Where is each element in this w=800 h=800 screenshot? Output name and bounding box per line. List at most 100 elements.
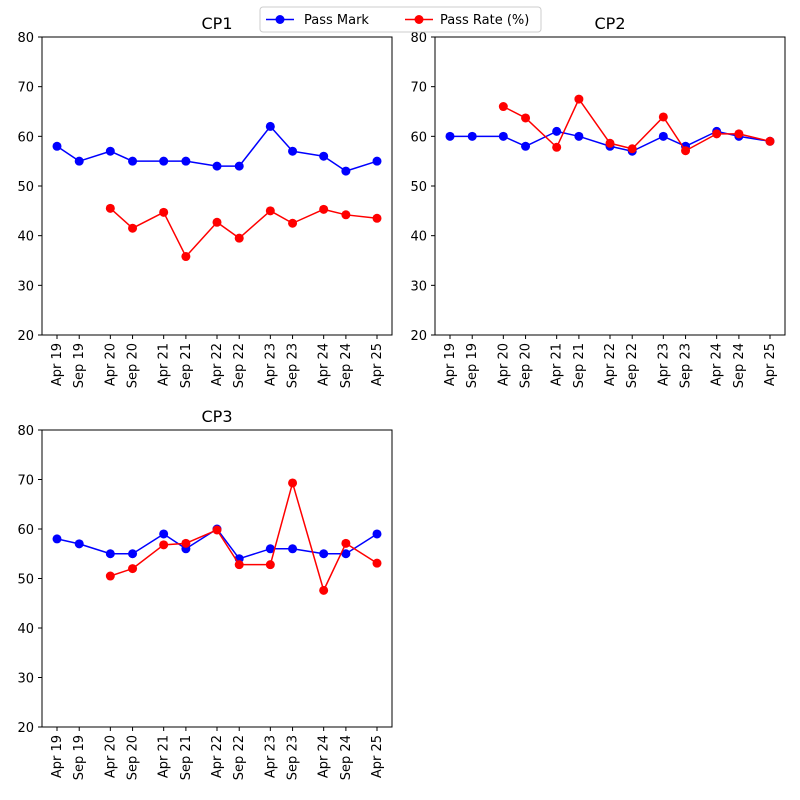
x-tick-label: Apr 22 [603, 343, 618, 386]
data-point-pass-rate [521, 113, 531, 123]
panel-cp1: CP1 20 30 40 50 60 70 80 Apr 19 Sep 19 Apr 20 Sep 2… [17, 14, 393, 388]
y-tick-label: 80 [17, 424, 34, 439]
data-point-pass-rate [288, 478, 298, 488]
data-point-pass-rate [372, 213, 382, 223]
series-pass-rate [105, 478, 382, 595]
data-point-pass-mark [74, 539, 84, 549]
x-tick-label: Sep 24 [732, 343, 747, 388]
data-point-pass-rate [341, 210, 351, 220]
y-tick-label: 60 [17, 130, 34, 145]
data-point-pass-rate [681, 146, 691, 156]
legend-marker-pass-mark [275, 15, 285, 24]
panels: CP1 20 30 40 50 60 70 80 Apr 19 Sep 19 Apr 20 Sep 2… [17, 14, 786, 780]
legend-entry-pass-rate: Pass Rate (%) [405, 13, 529, 28]
data-point-pass-mark [105, 146, 115, 156]
y-tick-label: 40 [17, 622, 34, 637]
x-tick-label: Apr 20 [103, 735, 118, 778]
data-point-pass-mark [234, 161, 244, 171]
data-point-pass-mark [105, 549, 115, 559]
y-tick-label: 70 [410, 81, 427, 96]
x-tick-label: Apr 19 [50, 343, 65, 386]
y-tick-label: 60 [17, 523, 34, 538]
x-tick-label: Apr 24 [710, 343, 725, 386]
panel-cp3: CP3 20 30 40 50 60 70 80 Apr 19 Sep 19 Apr 20 Sep 2… [17, 407, 393, 780]
data-point-pass-mark [658, 131, 668, 141]
x-tick-label: Sep 19 [465, 343, 480, 388]
x-tick-label: Sep 19 [72, 343, 87, 388]
y-tick-label: 80 [410, 31, 427, 46]
y-tick-label: 20 [410, 329, 427, 344]
data-point-pass-rate [552, 142, 562, 152]
data-point-pass-rate [105, 203, 115, 213]
data-point-pass-mark [128, 156, 138, 166]
data-point-pass-mark [181, 156, 191, 166]
x-tick-label: Sep 22 [232, 735, 247, 780]
legend: Pass Mark Pass Rate (%) [259, 6, 542, 33]
plot-frame [434, 36, 786, 336]
data-point-pass-rate [265, 560, 275, 570]
y-tick-label: 50 [17, 180, 34, 195]
x-tick-label: Apr 24 [317, 735, 332, 778]
x-tick-label: Sep 23 [286, 735, 301, 780]
data-point-pass-mark [574, 131, 584, 141]
data-point-pass-mark [128, 549, 138, 559]
legend-label-pass-rate: Pass Rate (%) [440, 13, 529, 28]
data-point-pass-rate [159, 540, 169, 550]
data-point-pass-rate [319, 585, 329, 595]
data-point-pass-rate [128, 223, 138, 233]
data-point-pass-rate [234, 560, 244, 570]
x-tick-label: Sep 24 [339, 343, 354, 388]
data-point-pass-mark [52, 141, 62, 151]
x-tick-label: Apr 22 [210, 735, 225, 778]
data-point-pass-mark [265, 121, 275, 131]
data-point-pass-mark [372, 529, 382, 539]
series-pass-rate [498, 94, 775, 156]
data-point-pass-rate [658, 112, 668, 122]
y-tick-label: 70 [17, 81, 34, 96]
x-tick-label: Apr 21 [550, 343, 565, 386]
data-point-pass-mark [341, 549, 351, 559]
data-point-pass-rate [212, 217, 222, 227]
data-point-pass-rate [627, 144, 637, 154]
data-point-pass-mark [52, 534, 62, 544]
data-point-pass-rate [712, 129, 722, 139]
x-tick-label: Sep 24 [339, 735, 354, 780]
data-point-pass-mark [498, 131, 508, 141]
legend-frame [259, 6, 542, 33]
x-tick-label: Sep 22 [232, 343, 247, 388]
data-point-pass-mark [74, 156, 84, 166]
y-tick-label: 50 [17, 573, 34, 588]
data-point-pass-mark [552, 126, 562, 136]
x-tick-label: Sep 23 [679, 343, 694, 388]
y-tick-label: 20 [17, 329, 34, 344]
x-tick-label: Apr 21 [157, 343, 172, 386]
y-tick-label: 30 [410, 279, 427, 294]
data-point-pass-rate [128, 564, 138, 574]
y-tick-label: 60 [410, 130, 427, 145]
x-tick-label: Sep 21 [179, 343, 194, 388]
y-tick-label: 70 [17, 474, 34, 489]
panel-title-cp2: CP2 [595, 14, 626, 33]
data-point-pass-mark [288, 544, 298, 554]
data-point-pass-mark [319, 549, 329, 559]
x-tick-label: Apr 19 [50, 735, 65, 778]
x-tick-label: Apr 25 [370, 343, 385, 386]
y-tick-label: 50 [410, 180, 427, 195]
data-point-pass-mark [372, 156, 382, 166]
x-tick-label: Apr 23 [656, 343, 671, 386]
data-point-pass-rate [234, 233, 244, 243]
data-point-pass-rate [319, 204, 329, 214]
x-tick-label: Sep 23 [286, 343, 301, 388]
x-tick-label: Apr 23 [263, 735, 278, 778]
series-pass-rate [105, 203, 382, 262]
y-tick-label: 40 [410, 230, 427, 245]
panel-title-cp1: CP1 [202, 14, 233, 33]
x-tick-label: Sep 22 [625, 343, 640, 388]
plot-frame [41, 429, 393, 728]
data-point-pass-mark [159, 156, 169, 166]
x-tick-label: Apr 25 [763, 343, 778, 386]
x-tick-label: Apr 20 [496, 343, 511, 386]
data-point-pass-mark [319, 151, 329, 161]
